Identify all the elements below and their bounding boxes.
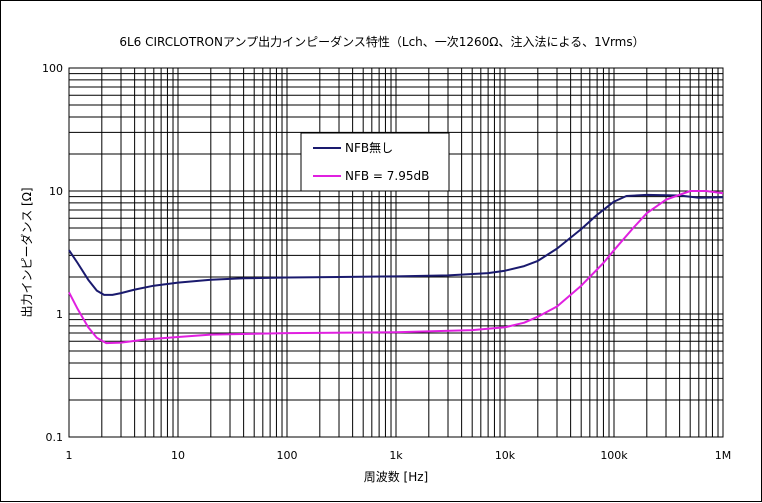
series-layer — [68, 190, 724, 345]
plot-area — [68, 67, 724, 438]
legend-label: NFB = 7.95dB — [345, 169, 429, 183]
y-tick-label: 100 — [42, 62, 63, 75]
legend-label: NFB無し — [345, 140, 393, 155]
x-tick-label: 10k — [495, 449, 516, 462]
x-tick-label: 1M — [715, 449, 732, 462]
y-tick-label: 0.1 — [46, 431, 64, 444]
series-line-1 — [68, 193, 724, 296]
x-tick-label: 1 — [66, 449, 73, 462]
chart-title: 6L6 CIRCLOTRONアンプ出力インピーダンス特性（Lch、一次1260Ω… — [119, 34, 644, 49]
y-tick-labels: 0.1 1 10 100 — [42, 62, 63, 444]
legend-box — [300, 132, 450, 192]
x-tick-label: 100k — [600, 449, 628, 462]
y-axis-label: 出力インピーダンス [Ω] — [19, 187, 34, 317]
x-tick-label: 100 — [277, 449, 298, 462]
x-tick-label: 10 — [171, 449, 185, 462]
series-line-2 — [68, 190, 724, 345]
x-tick-labels: 1 10 100 1k 10k 100k 1M — [66, 449, 732, 462]
legend: NFB無し NFB = 7.95dB — [300, 132, 450, 192]
grid — [69, 68, 723, 437]
y-tick-label: 1 — [56, 308, 63, 321]
x-axis-label: 周波数 [Hz] — [364, 469, 429, 484]
y-tick-label: 10 — [49, 185, 63, 198]
x-tick-label: 1k — [389, 449, 403, 462]
